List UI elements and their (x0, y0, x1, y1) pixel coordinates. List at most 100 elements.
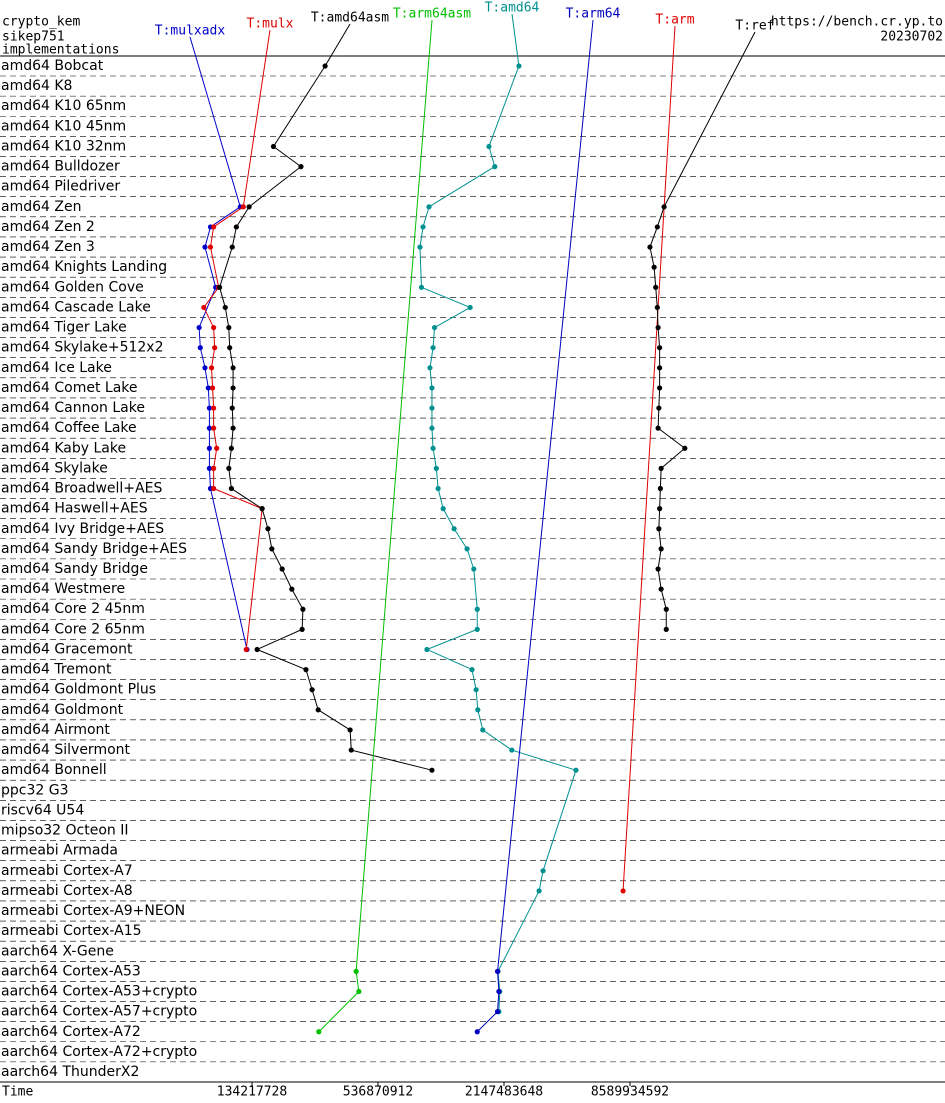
category-label: armeabi Cortex-A7 (1, 863, 133, 879)
category-label: aarch64 Cortex-A57+crypto (1, 1004, 197, 1020)
series-segment (213, 327, 216, 348)
category-label: amd64 Sandy Bridge (1, 561, 148, 577)
series-segment (231, 387, 234, 409)
data-point (431, 324, 438, 331)
data-point (206, 445, 213, 451)
data-point (228, 485, 235, 492)
data-point (429, 767, 435, 773)
series-segment (208, 468, 211, 489)
data-point (217, 284, 223, 290)
series-label: T:arm64 (566, 7, 621, 22)
data-point (469, 667, 475, 673)
series-segment (426, 649, 473, 671)
data-point (212, 345, 218, 351)
series-segment (428, 166, 496, 208)
x-tick-label: 134217728 (217, 1085, 287, 1100)
data-point (494, 1009, 501, 1015)
data-point (205, 385, 211, 391)
series-segment (419, 226, 424, 248)
series-segment (657, 408, 660, 429)
data-point (202, 365, 208, 371)
series-segment (655, 287, 658, 308)
data-point (222, 304, 228, 311)
data-point (298, 164, 304, 170)
category-label: amd64 Westmere (1, 581, 125, 597)
data-point (430, 445, 436, 451)
label-leader (324, 23, 351, 67)
series-segment (203, 287, 220, 308)
category-label: amd64 Tiger Lake (1, 320, 127, 336)
category-label: amd64 Ivy Bridge+AES (1, 521, 164, 537)
data-point (474, 626, 480, 632)
data-point (209, 385, 216, 391)
category-label: armeabi Armada (1, 843, 118, 859)
data-point (464, 546, 470, 552)
header-text: crypto_kem (2, 15, 80, 30)
x-tick-label: 8589934592 (591, 1085, 669, 1100)
data-point (540, 868, 546, 874)
series-segment (230, 428, 234, 449)
category-label: riscv64 U54 (1, 802, 84, 818)
series-segment (351, 749, 433, 771)
series-segment (228, 468, 232, 489)
series-segment (432, 327, 436, 348)
data-point (300, 606, 306, 612)
series-segment (659, 488, 661, 509)
series-segment (649, 246, 655, 268)
series-segment (475, 689, 479, 710)
series-segment (219, 246, 233, 288)
data-point (197, 345, 203, 351)
label-leader (497, 19, 594, 972)
data-point (214, 445, 220, 451)
series-segment (432, 448, 437, 469)
series-segment (207, 387, 210, 409)
series-segment (658, 528, 662, 549)
data-point (429, 385, 435, 391)
category-label: amd64 Bobcat (1, 58, 104, 74)
data-point (480, 727, 486, 733)
category-label: ppc32 G3 (1, 782, 69, 798)
series-segment (231, 488, 263, 510)
data-point (303, 667, 309, 673)
series-segment (256, 649, 307, 671)
category-label: amd64 Golden Cove (1, 279, 144, 295)
data-point (475, 707, 481, 713)
data-point (206, 465, 213, 471)
data-point (196, 324, 202, 331)
label-leader (511, 13, 520, 67)
data-point (429, 405, 435, 411)
series-segment (204, 367, 209, 389)
series-segment (429, 347, 434, 368)
series-segment (657, 427, 686, 449)
category-label: amd64 Bulldozer (1, 159, 120, 175)
series-segment (488, 65, 520, 147)
category-label: aarch64 Cortex-A72 (1, 1024, 141, 1040)
series-segment (224, 307, 230, 328)
data-point (265, 526, 271, 532)
data-point (211, 425, 217, 431)
series-segment (497, 971, 501, 992)
x-axis-label: Time (2, 1085, 33, 1100)
series-segment (209, 246, 220, 288)
category-label: amd64 K10 32nm (1, 138, 126, 154)
data-point (494, 968, 501, 975)
category-label: amd64 Silvermont (1, 742, 131, 758)
category-label: mipso32 Octeon II (1, 823, 129, 839)
category-label: amd64 Goldmont Plus (1, 682, 156, 698)
category-label: aarch64 Cortex-A53 (1, 963, 141, 979)
data-point (654, 304, 660, 311)
category-label: aarch64 Cortex-A53+crypto (1, 984, 197, 1000)
data-point (655, 425, 661, 431)
series-segment (318, 991, 360, 1033)
data-point (486, 143, 492, 150)
series-segment (473, 568, 478, 610)
data-point (229, 244, 235, 250)
series-segment (213, 488, 263, 510)
data-point (682, 445, 688, 451)
data-point (226, 465, 232, 471)
data-point (661, 204, 667, 210)
category-label: amd64 Zen 3 (1, 239, 95, 255)
series-segment (349, 729, 352, 751)
series-segment (212, 387, 215, 409)
